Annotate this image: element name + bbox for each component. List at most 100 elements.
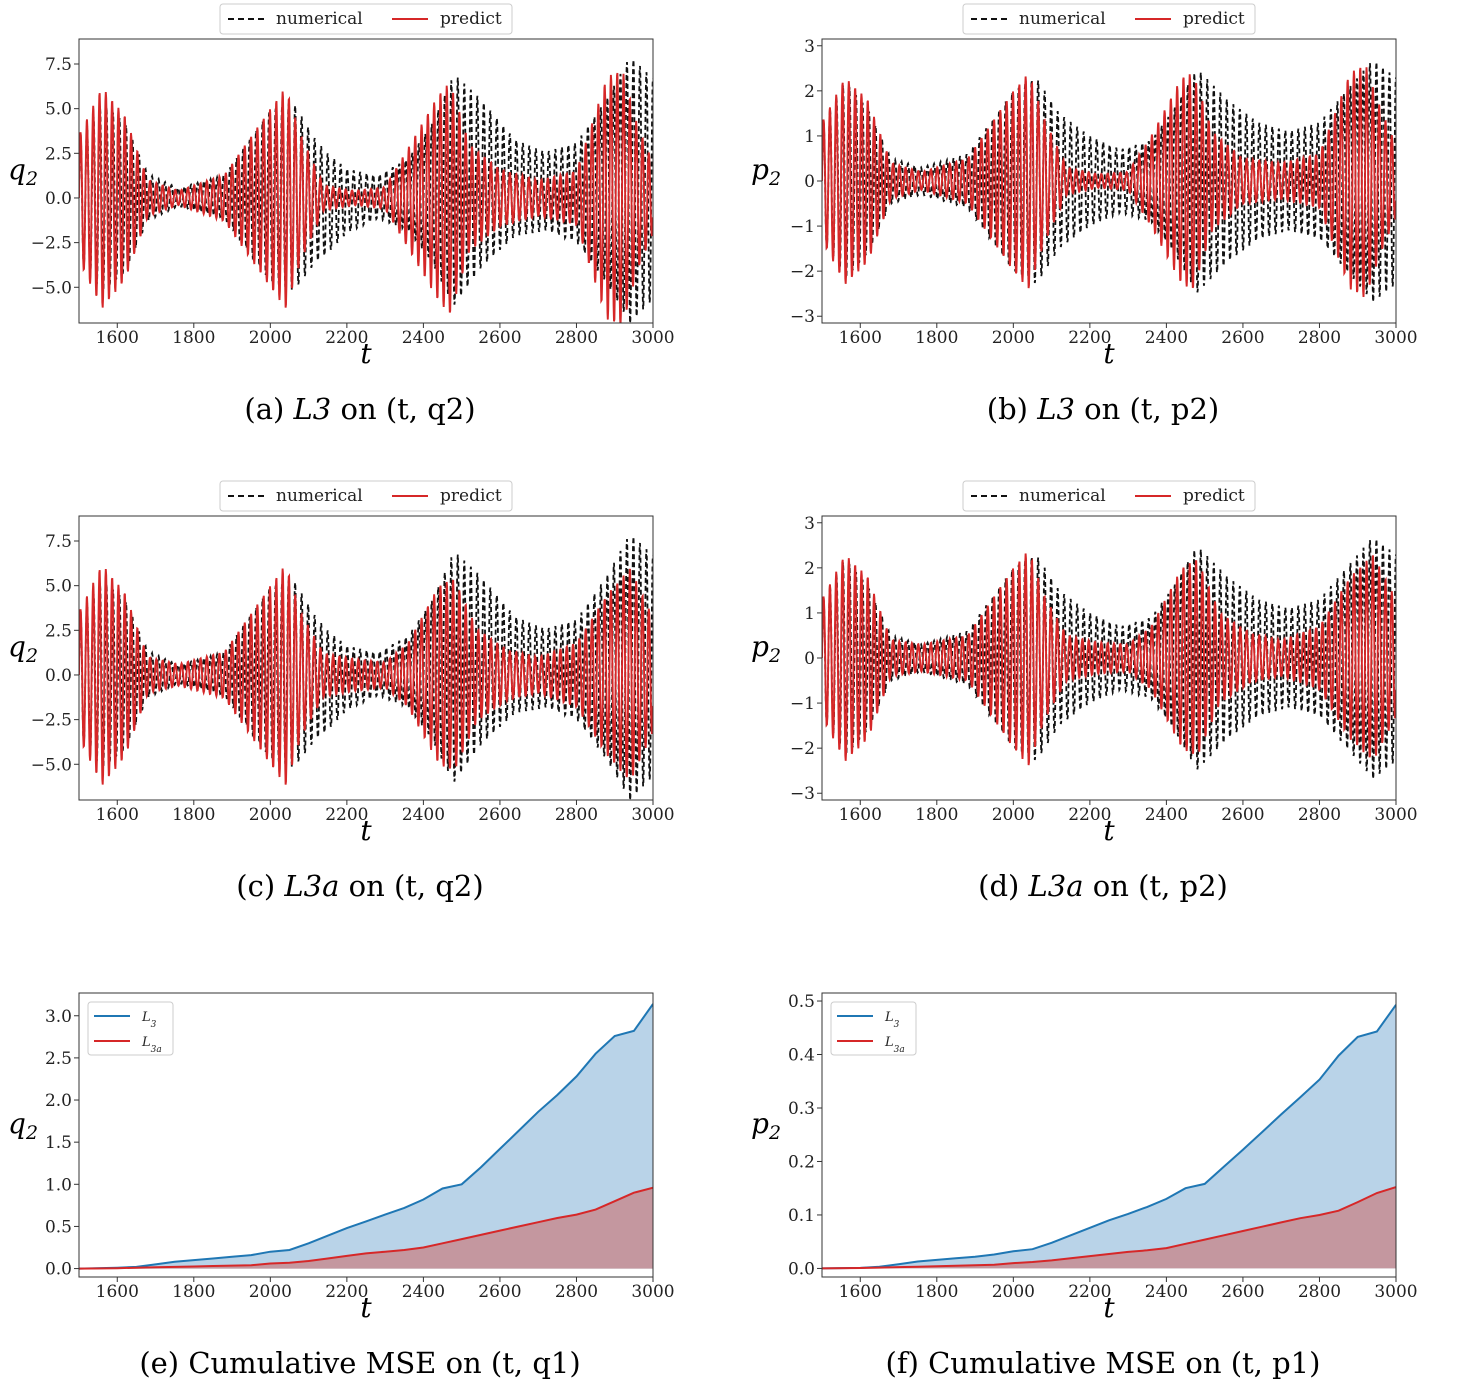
y-tick-label: 2.5 <box>45 1049 72 1069</box>
y-tick-label: 0.5 <box>788 992 815 1012</box>
caption-panel-f: (f) Cumulative MSE on (t, p1) <box>743 1346 1463 1380</box>
x-tick-label: 2600 <box>1221 1282 1264 1302</box>
panel-f: 1600 1800 2000 2200 2400 2600 2800 3000 0.0 0.1 0.… <box>743 954 1463 1394</box>
y-tick-label: 0 <box>804 649 815 669</box>
series-line-predict <box>79 568 653 785</box>
series-line-L3a <box>822 1186 1396 1270</box>
axes-frame <box>78 992 654 1278</box>
x-tick-label: 2800 <box>555 805 598 825</box>
plot-area <box>79 59 653 323</box>
y-tick-label: 2.0 <box>45 1091 72 1111</box>
legend-label-numerical: numerical <box>276 9 363 29</box>
x-tick-label: 2000 <box>992 1282 1035 1302</box>
series-line-predict <box>822 553 1396 766</box>
x-tick-label: 1800 <box>915 1282 958 1302</box>
x-tick-label: 2800 <box>1298 1282 1341 1302</box>
y-tick-label: 7.5 <box>45 532 72 552</box>
panel-d: 1600 1800 2000 2200 2400 2600 2800 3000 −3 −2 −1 0 1… <box>743 477 1463 917</box>
x-tick-label: 1800 <box>915 328 958 348</box>
x-tick-label: 1800 <box>172 328 215 348</box>
caption-label: (f) Cumulative MSE <box>885 1346 1177 1380</box>
series-line-L3a <box>79 1186 653 1270</box>
y-axis-label: p2 <box>751 153 781 190</box>
legend-box <box>962 3 1256 35</box>
y-tick-label: 0.5 <box>45 1217 72 1237</box>
x-tick-label: 2400 <box>402 1282 445 1302</box>
series-line-predict <box>79 72 653 323</box>
y-tick-label: 0.4 <box>788 1046 815 1066</box>
series-area-L3a <box>79 1187 653 1269</box>
caption-panel-d: (d) L3a on (t, p2) <box>743 869 1463 903</box>
x-tick-label: 2800 <box>555 328 598 348</box>
y-tick-label: 3 <box>804 514 815 534</box>
y-tick-label: 1.0 <box>45 1175 72 1195</box>
series-area-L3a <box>822 1187 1396 1269</box>
y-tick-label: −1 <box>790 694 815 714</box>
chart-panel-a: 1600 1800 2000 2200 2400 2600 2800 3000 −5.0 −2.5… <box>8 3 675 370</box>
series-area-L3 <box>79 1004 653 1269</box>
caption-variable: L3a <box>1028 869 1084 903</box>
chart-panel-e: 1600 1800 2000 2200 2400 2600 2800 3000 0.0 0.5 1.… <box>8 992 675 1324</box>
x-tick-label: 1600 <box>96 1282 139 1302</box>
x-tick-label: 2200 <box>325 1282 368 1302</box>
series-line-L3 <box>822 1004 1396 1270</box>
y-tick-label: 2.5 <box>45 144 72 164</box>
y-tick-label: 3 <box>804 37 815 57</box>
y-axis-label: p2 <box>751 630 781 667</box>
x-tick-label: 2800 <box>1298 805 1341 825</box>
caption-text: on (t, q2) <box>340 392 476 426</box>
panel-e: 1600 1800 2000 2200 2400 2600 2800 3000 0.0 0.5 1.… <box>0 954 720 1394</box>
legend: numerical predict <box>219 480 513 512</box>
x-axis-label: t <box>1103 814 1115 847</box>
x-tick-label: 2600 <box>478 1282 521 1302</box>
y-tick-label: 1 <box>804 604 815 624</box>
y-tick-label: 0 <box>804 172 815 192</box>
y-tick-label: 2 <box>804 82 815 102</box>
x-tick-label: 2000 <box>992 328 1035 348</box>
caption-label: (b) <box>986 392 1028 426</box>
caption-text: on (t, q2) <box>348 869 484 903</box>
caption-panel-c: (c) L3a on (t, q2) <box>0 869 720 903</box>
x-tick-label: 1800 <box>915 805 958 825</box>
x-tick-label: 2600 <box>478 805 521 825</box>
x-tick-label: 2000 <box>249 328 292 348</box>
y-tick-label: −3 <box>790 784 815 804</box>
plot-area <box>822 62 1396 302</box>
y-tick-label: 1.5 <box>45 1133 72 1153</box>
y-tick-label: −2 <box>790 262 815 282</box>
y-tick-label: −3 <box>790 307 815 327</box>
y-axis-label: p2 <box>751 1107 781 1144</box>
legend-label-numerical: numerical <box>1019 9 1106 29</box>
x-axis-label: t <box>360 1291 372 1324</box>
panel-b: 1600 1800 2000 2200 2400 2600 2800 3000 −3 −2 −1 0 1… <box>743 0 1463 440</box>
legend-label-numerical: numerical <box>1019 486 1106 506</box>
y-tick-label: 2.5 <box>45 621 72 641</box>
y-tick-label: 0.0 <box>788 1259 815 1279</box>
legend-label-predict: predict <box>440 486 502 506</box>
chart-panel-c: 1600 1800 2000 2200 2400 2600 2800 3000 −5.0 −2.5… <box>8 480 675 847</box>
y-tick-label: 0.0 <box>45 1260 72 1280</box>
x-tick-label: 3000 <box>631 805 674 825</box>
legend-label-predict: predict <box>1183 486 1245 506</box>
y-tick-label: 5.0 <box>45 100 72 120</box>
x-tick-label: 3000 <box>1374 328 1417 348</box>
x-tick-label: 2600 <box>478 328 521 348</box>
caption-label: (a) <box>244 392 285 426</box>
x-tick-label: 1800 <box>172 1282 215 1302</box>
x-tick-label: 2200 <box>325 805 368 825</box>
caption-variable: L3a <box>284 869 340 903</box>
y-tick-label: 2 <box>804 559 815 579</box>
x-tick-label: 2400 <box>1145 1282 1188 1302</box>
chart-panel-d: 1600 1800 2000 2200 2400 2600 2800 3000 −3 −2 −1 0 1… <box>751 480 1418 847</box>
caption-panel-b: (b) L3 on (t, p2) <box>743 392 1463 426</box>
plot-area <box>79 536 653 800</box>
y-tick-label: 0.1 <box>788 1206 815 1226</box>
y-tick-label: 0.3 <box>788 1099 815 1119</box>
x-tick-label: 1600 <box>839 805 882 825</box>
x-tick-label: 2400 <box>1145 328 1188 348</box>
x-axis-label: t <box>1103 337 1115 370</box>
caption-label: (d) <box>978 869 1020 903</box>
series-line-predict <box>822 67 1396 297</box>
